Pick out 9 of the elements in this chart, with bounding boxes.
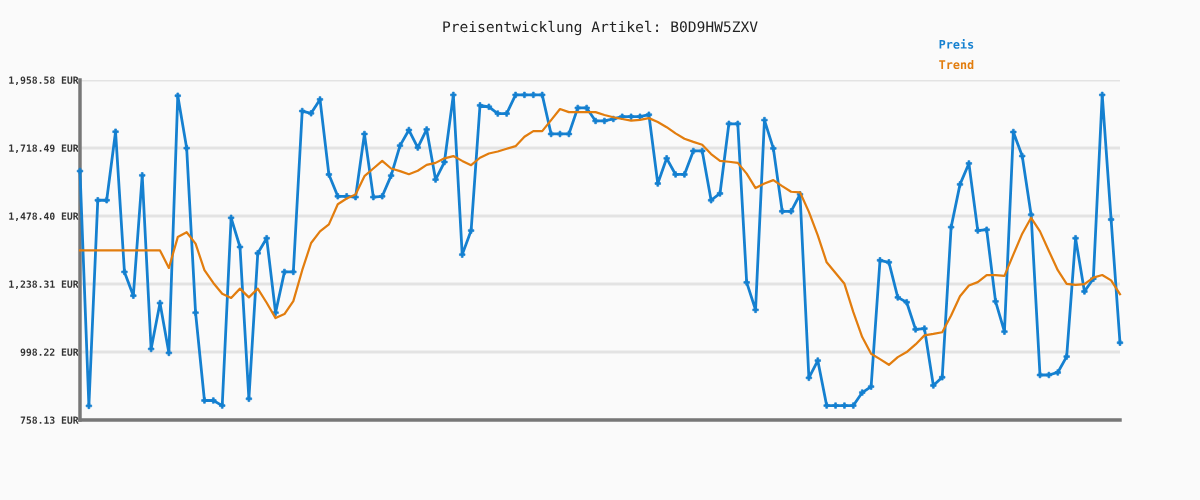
y-tick-label: 1,238.31 EUR	[9, 280, 79, 290]
text: Preis	[939, 39, 974, 49]
y-tick-label: 758.13 EUR	[20, 416, 79, 424]
y-tick-label: 998.22 EUR	[20, 348, 79, 356]
y-tick-label: 1,478.40 EUR	[9, 212, 79, 222]
text: Trend	[939, 59, 974, 70]
y-tick-label: 1,958.58 EUR	[9, 76, 79, 86]
y-tick-label: 1,718.49 EUR	[9, 144, 79, 154]
chart-title: Preisentwicklung Artikel: B0D9HW5ZXV	[443, 20, 758, 36]
